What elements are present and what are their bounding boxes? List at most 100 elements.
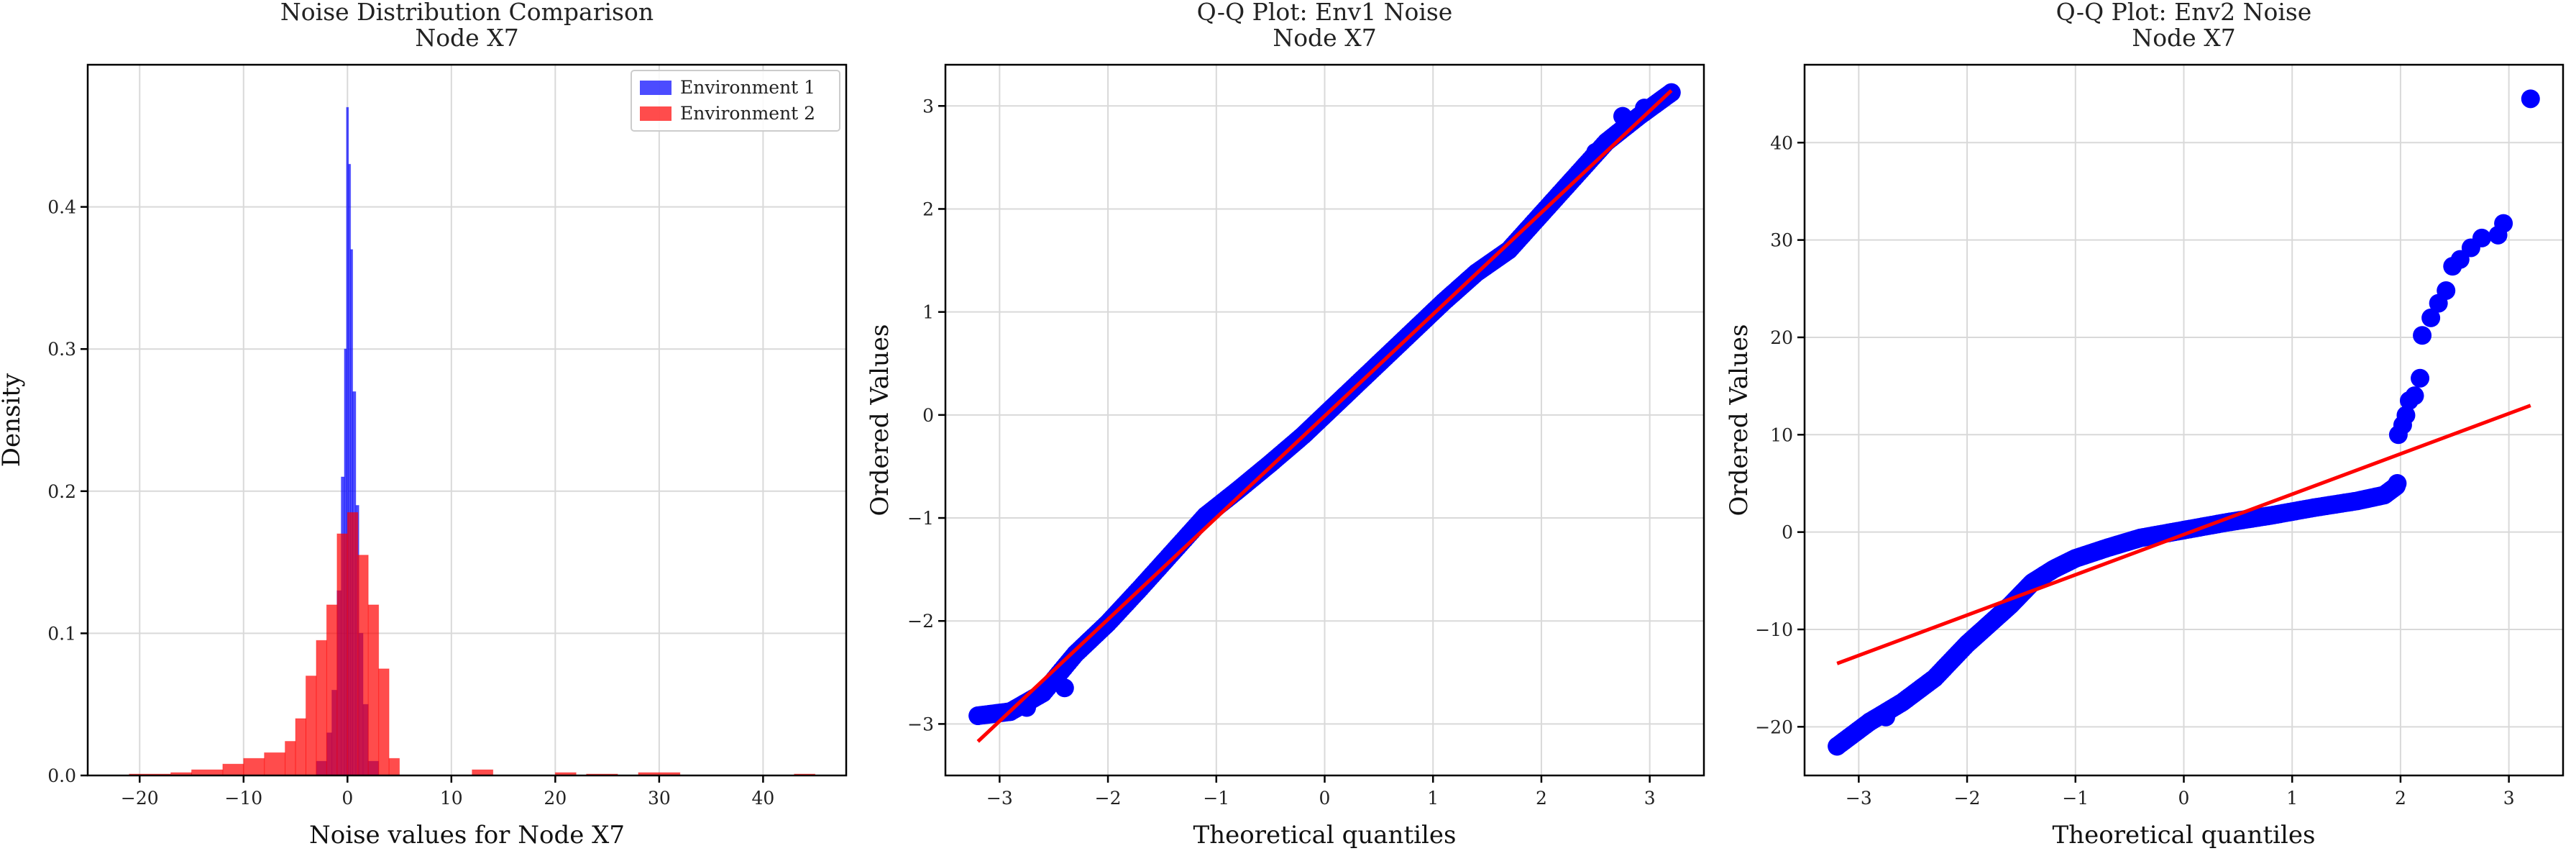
qq-point	[1828, 737, 1847, 756]
histogram-bar	[347, 511, 359, 775]
qq-points	[1828, 89, 2540, 756]
legend-label-environment-1: Environment 1	[680, 77, 815, 98]
chart-title: Q-Q Plot: Env2 Noise	[2056, 0, 2312, 26]
x-tick-label: −10	[224, 788, 262, 809]
histogram-bar	[295, 718, 306, 775]
histogram-bar	[243, 757, 265, 775]
y-tick-label: −2	[907, 611, 934, 632]
x-tick-label: 30	[648, 788, 671, 809]
x-tick-label: −3	[986, 788, 1013, 809]
x-tick-label: 3	[1644, 788, 1656, 809]
y-tick-label: 1	[922, 302, 934, 323]
histogram-bar	[264, 752, 286, 775]
y-axis-label: Density	[0, 373, 26, 467]
qq-point	[2405, 386, 2424, 406]
qq-point	[2388, 473, 2407, 493]
y-tick-label: 0	[922, 405, 934, 426]
x-axis-label: Theoretical quantiles	[2053, 821, 2316, 850]
y-tick-label: −1	[907, 508, 934, 529]
x-axis-label: Theoretical quantiles	[1193, 821, 1457, 850]
qq-point	[2472, 228, 2491, 247]
x-tick-label: 0	[2178, 788, 2190, 809]
x-tick-label: 3	[2503, 788, 2515, 809]
plot-area	[968, 83, 1681, 743]
plot-area	[129, 106, 816, 775]
x-tick-label: 2	[2395, 788, 2406, 809]
x-tick-label: 1	[1427, 788, 1439, 809]
qq-point	[2396, 406, 2416, 425]
x-tick-label: −2	[1095, 788, 1122, 809]
histogram-bar	[285, 741, 296, 775]
y-tick-label: 30	[1770, 230, 1793, 251]
plot-area	[1828, 89, 2540, 756]
histogram-bar	[316, 640, 327, 775]
x-tick-label: −1	[2062, 788, 2089, 809]
series-environment-2	[129, 511, 816, 775]
chart-title: Noise Distribution Comparison	[280, 0, 654, 26]
x-tick-label: −20	[121, 788, 159, 809]
histogram-bar	[367, 604, 380, 775]
qq-point	[968, 706, 988, 725]
x-tick-label: 10	[440, 788, 463, 809]
x-tick-label: 20	[544, 788, 567, 809]
y-tick-label: 40	[1770, 132, 1793, 153]
y-tick-label: 0	[1782, 522, 1793, 543]
x-tick-label: 1	[2286, 788, 2298, 809]
y-tick-label: 0.0	[47, 765, 76, 786]
qq-point	[1055, 678, 1074, 698]
histogram-bar	[222, 763, 244, 775]
legend-label-environment-2: Environment 2	[680, 103, 815, 124]
x-tick-label: 0	[342, 788, 353, 809]
x-tick-label: 40	[751, 788, 774, 809]
qq-point	[2421, 308, 2441, 327]
legend-box	[631, 70, 840, 132]
qq-point	[1613, 106, 1632, 126]
y-tick-label: 0.2	[47, 481, 76, 502]
y-tick-label: 20	[1770, 327, 1793, 348]
qq-point	[1860, 712, 1879, 732]
y-tick-label: 10	[1770, 424, 1793, 445]
chart-subtitle: Node X7	[2132, 24, 2235, 52]
x-tick-label: −2	[1954, 788, 1981, 809]
chart-subtitle: Node X7	[415, 24, 518, 52]
histogram-bar	[388, 757, 400, 775]
histogram-panel: −20 −10 0 10 20 30 40 0.0 0.1 0.2 0.3 0.4 Noise Dist…	[0, 0, 848, 850]
histogram-bar	[305, 675, 317, 775]
y-tick-label: 2	[922, 199, 934, 219]
y-tick-label: −20	[1755, 716, 1793, 737]
y-tick-label: 0.3	[47, 339, 76, 360]
qq-point	[2411, 368, 2430, 388]
y-tick-label: 3	[922, 96, 934, 117]
qq-point	[2521, 89, 2540, 109]
qq-point	[2413, 326, 2432, 345]
histogram-bar	[378, 668, 390, 775]
chart-title: Q-Q Plot: Env1 Noise	[1197, 0, 1453, 26]
qq-point	[1017, 698, 1037, 717]
y-axis-label: Ordered Values	[1725, 324, 1754, 516]
x-axis-label: Noise values for Node X7	[309, 821, 625, 850]
y-tick-label: 0.1	[47, 623, 76, 644]
qq-point	[1876, 707, 1896, 727]
fit-line	[976, 88, 1673, 743]
x-tick-label: −1	[1203, 788, 1229, 809]
x-tick-label: 2	[1536, 788, 1547, 809]
y-tick-label: −10	[1755, 619, 1793, 640]
qq-env1-panel: −3 −2 −1 0 1 2 3 −3 −2 −1 0 1 2 3 Q-Q Plot: Env1 Noise…	[866, 0, 1705, 850]
x-tick-label: 0	[1319, 788, 1331, 809]
fit-line	[1836, 404, 2531, 665]
chart-subtitle: Node X7	[1273, 24, 1376, 52]
x-tick-label: −3	[1846, 788, 1872, 809]
y-tick-label: −3	[907, 714, 934, 734]
qq-point	[2494, 214, 2513, 233]
qq-point	[1586, 142, 1605, 162]
axes-frame	[86, 63, 848, 777]
legend-swatch-environment-1	[640, 81, 671, 95]
histogram-bar	[336, 533, 348, 775]
legend: Environment 1 Environment 2	[631, 70, 840, 132]
y-axis-label: Ordered Values	[866, 324, 894, 516]
qq-point	[2437, 281, 2456, 300]
histogram-bar	[326, 604, 338, 775]
